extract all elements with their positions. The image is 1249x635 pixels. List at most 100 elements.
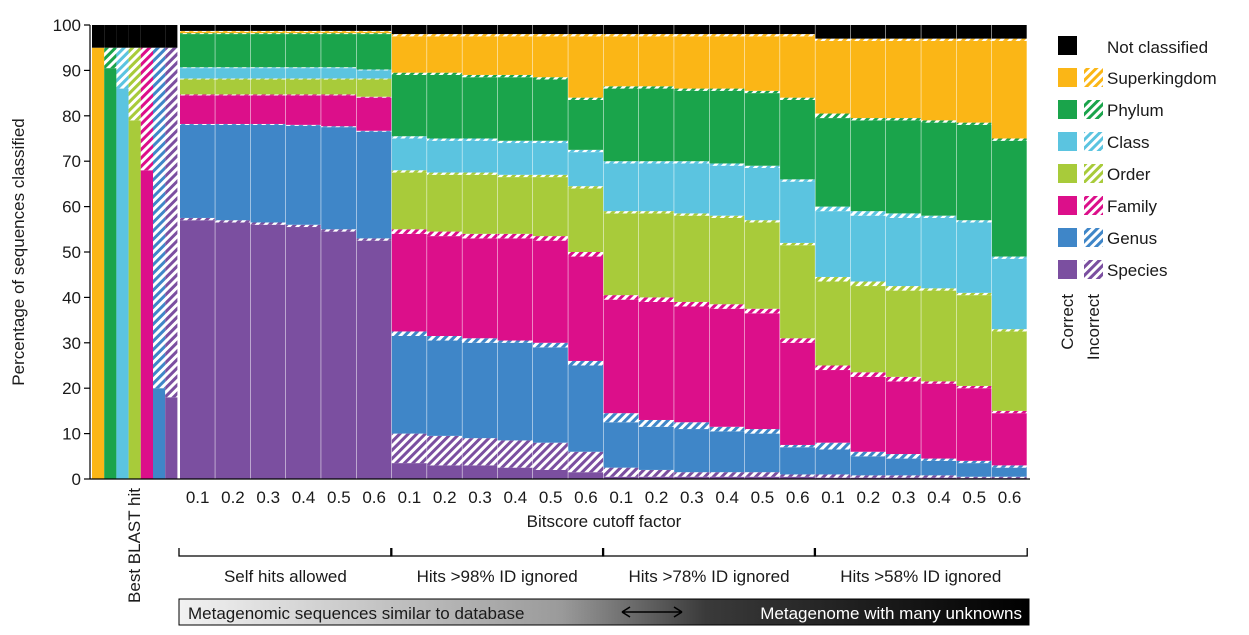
bar-segment-correct-superkingdom [603,36,639,87]
bar-segment-correct-family [250,95,286,124]
bar-segment-incorrect-phylum [533,77,569,80]
bar-segment-incorrect-superkingdom [250,30,286,32]
bar-segment-correct-family [427,236,463,336]
bar-segment-correct-superkingdom [886,40,922,119]
bar-segment-correct-phylum [991,140,1028,257]
bar-segment-correct-class [533,143,569,175]
bar-segment-correct-superkingdom [180,31,216,34]
bar-segment-correct-family [356,97,392,131]
bar-segment-correct-phylum [709,90,745,164]
bar-segment-correct-superkingdom [956,40,992,123]
bar-segment-incorrect-genus [215,123,251,125]
bar-segment-not-classified [533,25,569,35]
bar-segment-incorrect-order [180,78,216,80]
bar-segment-incorrect-genus [285,124,322,126]
bar-segment-incorrect-species [427,435,463,466]
x-tick-label: 0.6 [362,488,386,507]
bar-segment-correct-phylum [427,74,463,139]
bar-segment-incorrect-species [321,229,357,232]
x-tick-label: 0.3 [256,488,280,507]
bar-segment-incorrect-superkingdom [709,34,745,37]
bar-segment-correct-order [321,79,357,95]
legend-label-family: Family [1107,197,1158,216]
group-label: Hits >58% ID ignored [840,567,1001,586]
bar-segment-incorrect-species [921,475,957,478]
bar-segment-correct-family [180,95,216,124]
bar-segment-incorrect-genus [427,335,463,341]
bar-segment-incorrect-genus [391,331,428,336]
bar-segment-correct-phylum [744,93,781,166]
bar-segment-incorrect-genus [744,429,781,434]
bar-segment-incorrect-superkingdom [850,38,886,41]
bar-segment-correct-phylum [250,34,286,68]
legend-swatch-incorrect-family [1084,196,1103,215]
bar-segment-incorrect-family [780,338,816,343]
bar-segment-correct-class [674,163,710,214]
bar-segment-correct-genus [886,458,922,476]
bar-segment-correct-species [921,477,957,479]
bar-segment-incorrect-class [568,149,604,153]
bar-segment-correct-phylum [285,34,322,68]
bar-segment-incorrect-species [886,475,922,478]
legend-swatch-correct-class [1058,132,1077,151]
bar-segment-incorrect-family [356,96,392,98]
bar-segment-not-classified [285,25,322,31]
best-blast-bar-incorrect-species [165,47,178,398]
bar-segment-correct-phylum [568,99,604,150]
bar-segment-incorrect-phylum [850,118,886,121]
y-tick-label: 0 [72,470,81,489]
bar-segment-correct-phylum [603,88,639,162]
legend-swatch-incorrect-genus [1084,228,1103,247]
bar-segment-correct-superkingdom [674,36,710,89]
bar-segment-incorrect-family [321,94,357,96]
bar-segment-correct-order [886,290,922,377]
bar-segment-incorrect-class [780,179,816,182]
bar-segment-correct-genus [285,125,322,225]
bar-segment-correct-superkingdom [356,31,392,34]
bar-segment-correct-family [674,306,710,423]
bar-segment-incorrect-superkingdom [215,30,251,32]
bar-segment-incorrect-superkingdom [427,34,463,37]
bar-segment-correct-phylum [462,77,498,139]
bar-segment-correct-family [638,301,675,420]
bar-segment-correct-order [497,177,533,234]
bar-segment-incorrect-superkingdom [603,34,639,37]
bar-segment-incorrect-phylum [356,33,392,35]
legend-label-class: Class [1107,133,1150,152]
bar-segment-correct-family [603,299,639,414]
x-tick-label: 0.1 [609,488,633,507]
bar-segment-not-classified [497,25,533,35]
bar-segment-correct-family [391,233,428,332]
bar-segment-correct-class [956,222,992,293]
bar-segment-correct-species [285,227,322,479]
bar-segment-not-classified [638,25,675,35]
bar-segment-incorrect-genus [180,123,216,125]
bar-segment-correct-order [250,79,286,95]
bar-segment-incorrect-class [533,140,569,144]
legend-swatch-correct-superkingdom [1058,68,1077,87]
bar-segment-incorrect-order [356,78,392,80]
bar-segment-not-classified [921,25,957,39]
bar-segment-incorrect-genus [462,338,498,343]
bar-segment-correct-phylum [638,88,675,162]
bar-segment-incorrect-family [991,410,1028,414]
bar-segment-correct-phylum [391,74,428,137]
group-bracket [601,548,817,557]
bar-segment-correct-genus [568,365,604,452]
x-tick-label: 0.2 [645,488,669,507]
bar-segment-correct-genus [850,456,886,476]
bar-segment-correct-class [285,68,322,79]
bar-segment-incorrect-family [533,236,569,241]
bar-segment-correct-class [427,140,463,173]
bar-segment-correct-order [921,290,957,382]
bar-segment-correct-family [921,383,957,459]
bar-segment-incorrect-class [215,67,251,69]
bar-segment-incorrect-species [215,220,251,223]
gradient-bar-left-label: Metagenomic sequences similar to databas… [188,604,524,623]
legend-swatch-correct-genus [1058,228,1077,247]
y-tick-label: 30 [62,334,81,353]
bar-segment-incorrect-class [815,206,851,212]
best-blast-bar-correct-superkingdom [92,47,105,479]
bar-segment-incorrect-superkingdom [956,38,992,41]
